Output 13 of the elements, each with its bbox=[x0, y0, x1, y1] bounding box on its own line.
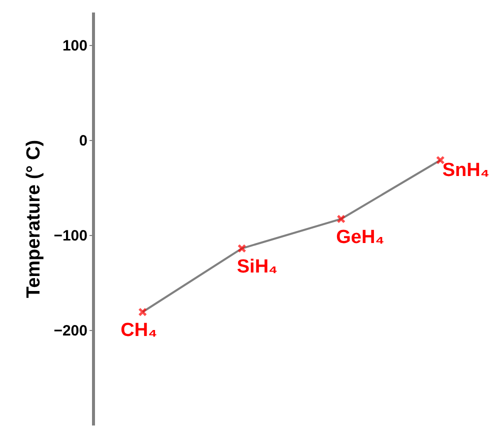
y-tick-label: −200 bbox=[54, 322, 88, 340]
point bbox=[237, 244, 246, 253]
x-tick-label: SiH₄ bbox=[236, 256, 278, 278]
point bbox=[336, 214, 346, 224]
y-axis-title: Temperature (° C) bbox=[24, 140, 45, 298]
y-tick-label: 0 bbox=[79, 132, 88, 150]
point bbox=[436, 156, 445, 165]
x-tick-label: SnH₄ bbox=[442, 160, 490, 182]
y-tick-label: −100 bbox=[54, 228, 88, 245]
x-tick-label: GeH₄ bbox=[336, 226, 384, 248]
x-tick-label: CH₄ bbox=[120, 320, 158, 342]
point bbox=[138, 308, 148, 316]
y-tick-label: 100 bbox=[62, 38, 88, 55]
